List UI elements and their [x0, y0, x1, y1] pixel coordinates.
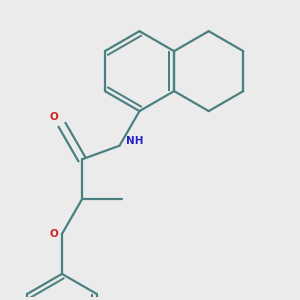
Text: O: O: [49, 229, 58, 239]
Text: O: O: [49, 112, 58, 122]
Text: NH: NH: [126, 136, 143, 146]
